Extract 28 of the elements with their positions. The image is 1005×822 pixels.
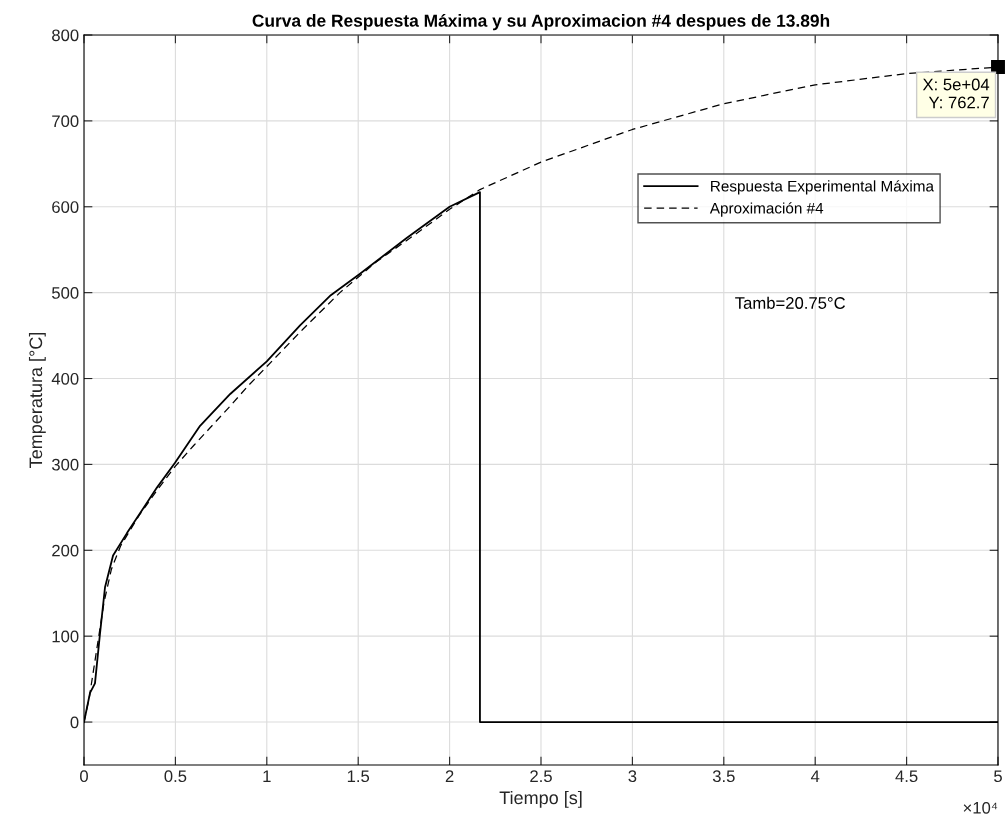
annotation: X: 5e+04 Y: 762.7 — [922, 78, 990, 109]
y-tick-label: 300 — [51, 458, 79, 471]
y-tick-label: 200 — [52, 544, 79, 557]
legend-label: Respuesta Experimental Máxima — [711, 180, 934, 195]
x-tick-label: 1 — [263, 770, 271, 782]
legend-label: Aproximación #4 — [709, 202, 824, 217]
x-axis-title: Tiempo [s] — [499, 790, 582, 808]
y-axis-title: Temperatura [°C] — [28, 332, 46, 468]
x-tick-label: 4 — [810, 770, 820, 782]
y-tick-label: 100 — [52, 630, 79, 643]
annotation: Tamb=20.75°C — [735, 296, 846, 309]
y-tick-label: 800 — [52, 29, 79, 42]
y-tick-label: 700 — [52, 115, 79, 128]
x-tick-label: 5 — [994, 770, 1002, 783]
x-tick-label: 2 — [445, 770, 454, 782]
x-tick-label: 4.5 — [895, 770, 918, 783]
y-tick-label: 400 — [51, 372, 79, 385]
x-tick-label: 2.5 — [530, 770, 552, 783]
y-tick-label: 500 — [52, 287, 79, 299]
y-tick-label: 0 — [70, 716, 79, 729]
x-tick-label: 3.5 — [712, 770, 735, 783]
x-tick-label: 0.5 — [164, 770, 187, 783]
y-tick-label: 600 — [52, 201, 79, 213]
chart-title: Curva de Respuesta Máxima y su Aproximacion #4 despues de 13.89h — [252, 13, 830, 31]
x-tick-label: 3 — [628, 770, 637, 783]
x-tick-label: 0 — [80, 770, 88, 783]
x-tick-label: 1.5 — [347, 770, 370, 783]
text: ×10⁴ — [963, 801, 998, 814]
